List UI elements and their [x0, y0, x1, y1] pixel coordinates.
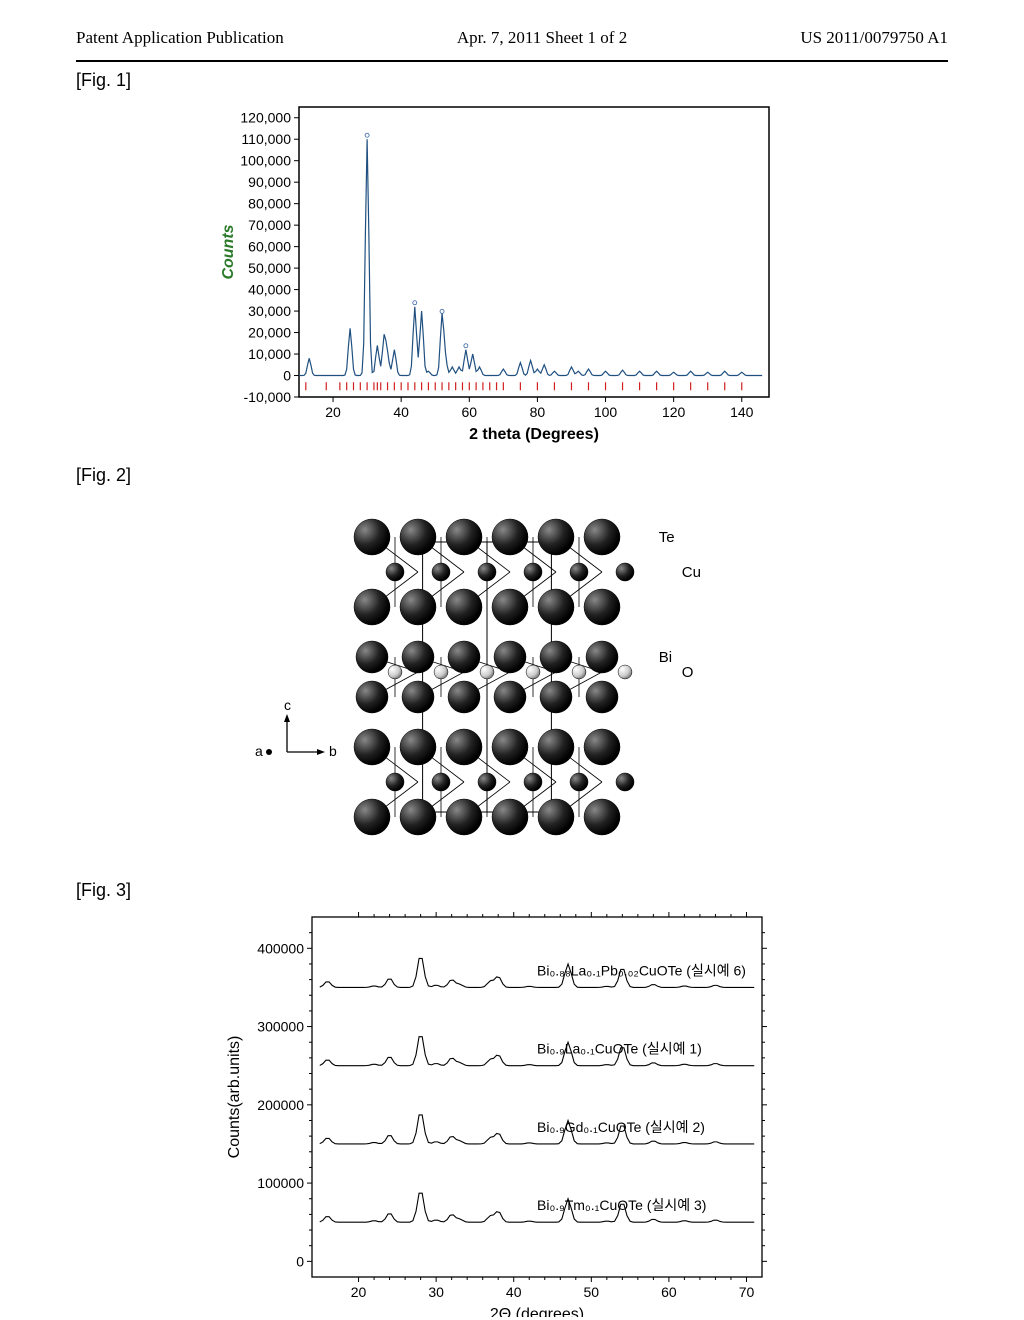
header-center: Apr. 7, 2011 Sheet 1 of 2: [457, 28, 627, 48]
svg-text:40: 40: [393, 404, 409, 420]
svg-text:Counts: Counts: [220, 224, 237, 279]
page-header: Patent Application Publication Apr. 7, 2…: [0, 0, 1024, 52]
svg-text:400000: 400000: [257, 940, 304, 956]
svg-text:Bi₀.₉Gd₀.₁CuOTe (실시예 2): Bi₀.₉Gd₀.₁CuOTe (실시예 2): [537, 1119, 705, 1135]
fig1-container: -10,000 0 10,000 20,000 30,000 40,000 50,000 60…: [76, 97, 948, 447]
svg-text:c: c: [284, 697, 291, 713]
svg-text:60: 60: [661, 1284, 677, 1300]
header-left: Patent Application Publication: [76, 28, 284, 48]
svg-text:Counts(arb.units): Counts(arb.units): [226, 1036, 243, 1159]
svg-text:50: 50: [584, 1284, 600, 1300]
svg-text:Bi₀.₉La₀.₁CuOTe (실시예 1): Bi₀.₉La₀.₁CuOTe (실시예 1): [537, 1041, 702, 1057]
svg-text:-10,000: -10,000: [244, 389, 292, 405]
header-rule: [76, 60, 948, 62]
svg-text:40: 40: [506, 1284, 522, 1300]
svg-text:110,000: 110,000: [241, 131, 291, 147]
content-area: [Fig. 1] -10,000 0 10,000 20,000 30,000 40,00…: [0, 52, 1024, 1317]
svg-text:b: b: [329, 743, 337, 759]
svg-text:80,000: 80,000: [248, 196, 291, 212]
svg-text:Cu: Cu: [682, 564, 701, 581]
svg-text:20: 20: [351, 1284, 367, 1300]
fig3-chart: 0 100000 200000 300000 400000 20 30 40 50 60 70 Bi₀…: [217, 907, 807, 1317]
svg-text:200000: 200000: [257, 1097, 304, 1113]
svg-text:0: 0: [296, 1253, 304, 1269]
svg-text:80: 80: [530, 404, 546, 420]
svg-text:70,000: 70,000: [248, 217, 291, 233]
svg-text:20,000: 20,000: [248, 325, 291, 341]
svg-text:90,000: 90,000: [248, 174, 291, 190]
svg-text:100000: 100000: [257, 1175, 304, 1191]
svg-text:2Θ (degrees): 2Θ (degrees): [490, 1306, 584, 1317]
svg-text:Te: Te: [659, 529, 675, 546]
svg-text:100,000: 100,000: [240, 153, 291, 169]
header-right: US 2011/0079750 A1: [800, 28, 948, 48]
svg-text:Bi: Bi: [659, 649, 672, 666]
fig1-label: [Fig. 1]: [76, 70, 948, 91]
svg-text:30,000: 30,000: [248, 303, 291, 319]
svg-text:Bi₀.₈₈La₀.₁Pb₀.₀₂CuOTe (실시예 6): Bi₀.₈₈La₀.₁Pb₀.₀₂CuOTe (실시예 6): [537, 962, 746, 978]
svg-text:60,000: 60,000: [248, 239, 291, 255]
svg-text:20: 20: [325, 404, 341, 420]
svg-text:O: O: [682, 664, 694, 681]
svg-text:40,000: 40,000: [248, 282, 291, 298]
svg-text:a: a: [255, 743, 263, 759]
fig2-container: Te Cu Bi Oc b a: [76, 492, 948, 862]
svg-text:140: 140: [730, 404, 754, 420]
svg-text:120,000: 120,000: [240, 110, 291, 126]
fig1-chart: -10,000 0 10,000 20,000 30,000 40,000 50,000 60…: [217, 97, 807, 447]
fig2-structure: Te Cu Bi Oc b a: [252, 492, 772, 862]
svg-text:100: 100: [594, 404, 618, 420]
svg-text:30: 30: [428, 1284, 444, 1300]
svg-text:2 theta (Degrees): 2 theta (Degrees): [469, 426, 599, 443]
fig3-container: 0 100000 200000 300000 400000 20 30 40 50 60 70 Bi₀…: [76, 907, 948, 1317]
svg-text:50,000: 50,000: [248, 260, 291, 276]
svg-text:10,000: 10,000: [248, 346, 291, 362]
fig2-label: [Fig. 2]: [76, 465, 948, 486]
svg-text:120: 120: [662, 404, 686, 420]
svg-text:300000: 300000: [257, 1019, 304, 1035]
svg-text:Bi₀.₉Tm₀.₁CuOTe (실시예 3): Bi₀.₉Tm₀.₁CuOTe (실시예 3): [537, 1197, 706, 1213]
fig3-label: [Fig. 3]: [76, 880, 948, 901]
svg-text:70: 70: [739, 1284, 755, 1300]
svg-text:60: 60: [462, 404, 478, 420]
svg-text:0: 0: [283, 368, 291, 384]
